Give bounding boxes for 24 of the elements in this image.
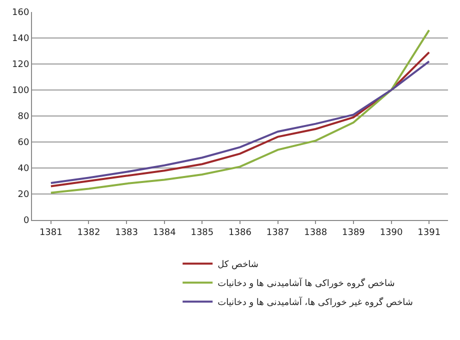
x-tick-label: 1389 [342, 228, 366, 238]
x-tick-label: 1387 [266, 228, 290, 238]
y-tick-label: 120 [12, 60, 30, 70]
x-tick-label: 1384 [152, 228, 176, 238]
y-tick-label: 100 [12, 86, 30, 96]
legend-label: شاخص گروه غیر خوراکی ها، آشامیدنی ها و دخانیات [218, 296, 413, 308]
y-tick-label: 20 [18, 190, 30, 200]
x-tick-label: 1385 [190, 228, 214, 238]
y-tick-label: 60 [18, 138, 30, 148]
y-tick-label: 80 [18, 112, 30, 122]
x-tick-label: 1381 [39, 228, 62, 238]
y-tick-label: 40 [18, 164, 30, 174]
y-tick-label: 0 [23, 216, 30, 226]
x-tick-label: 1391 [418, 228, 441, 238]
x-tick-label: 1390 [380, 228, 403, 238]
x-tick-label: 1382 [77, 228, 100, 238]
y-tick-label: 160 [12, 8, 30, 18]
x-tick-label: 1388 [304, 228, 328, 238]
legend-label: شاخص گروه خوراکی ها آشامیدنی ها و دخانیات [218, 277, 395, 290]
x-tick-label: 1386 [228, 228, 252, 238]
y-tick-label: 140 [12, 34, 30, 44]
line-series [50, 29, 430, 194]
x-tick-label: 1383 [115, 228, 138, 238]
legend-label: شاخص کل [218, 260, 258, 270]
